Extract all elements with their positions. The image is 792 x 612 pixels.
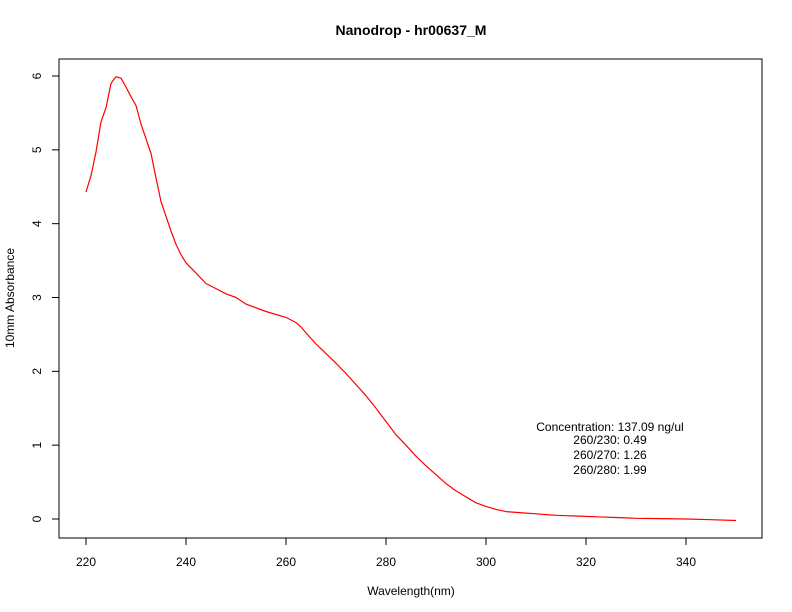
x-tick-label: 280 xyxy=(376,555,396,569)
annotation-ratio-260-230: 260/230: 0.49 xyxy=(573,433,647,447)
absorbance-series-line xyxy=(85,76,737,522)
x-axis: 220 240 260 280 300 320 340 xyxy=(76,537,696,569)
y-axis: 0 1 2 3 4 5 6 xyxy=(30,72,60,522)
chart-title: Nanodrop - hr00637_M xyxy=(336,22,487,38)
y-tick-label: 5 xyxy=(30,146,44,153)
x-tick-label: 240 xyxy=(176,555,196,569)
x-tick-label: 300 xyxy=(476,555,496,569)
series-layer xyxy=(85,76,737,522)
annotation-concentration: Concentration: 137.09 ng/ul xyxy=(536,420,683,434)
y-tick-label: 0 xyxy=(30,515,44,522)
x-tick-label: 320 xyxy=(576,555,596,569)
x-tick-label: 340 xyxy=(676,555,696,569)
x-tick-label: 220 xyxy=(76,555,96,569)
x-axis-label: Wavelength(nm) xyxy=(367,584,455,598)
annotation-ratio-260-280: 260/280: 1.99 xyxy=(573,463,647,477)
y-tick-label: 1 xyxy=(30,442,44,449)
y-tick-label: 3 xyxy=(30,294,44,301)
y-tick-label: 6 xyxy=(30,72,44,79)
plot-frame xyxy=(58,58,763,539)
annotation-block: Concentration: 137.09 ng/ul 260/230: 0.4… xyxy=(536,420,683,477)
x-tick-label: 260 xyxy=(276,555,296,569)
annotation-ratio-260-270: 260/270: 1.26 xyxy=(573,448,647,462)
y-tick-label: 4 xyxy=(30,220,44,227)
y-axis-label: 10mm Absorbance xyxy=(3,248,17,348)
y-tick-label: 2 xyxy=(30,368,44,375)
